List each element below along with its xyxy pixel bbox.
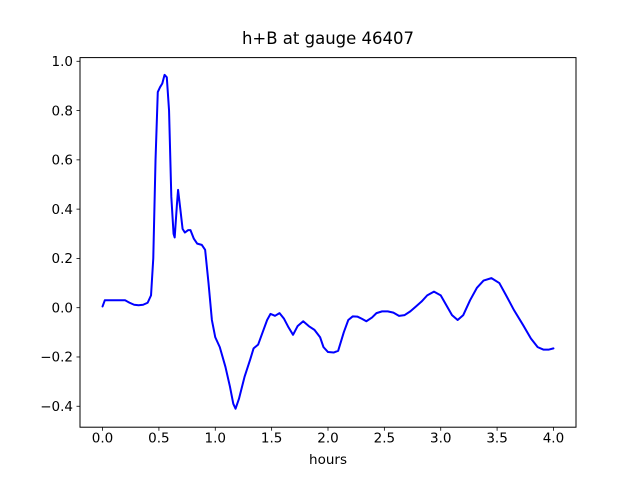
y-tick-label: 1.0 (52, 54, 73, 70)
x-axis-label: hours (309, 452, 347, 468)
x-tick-label: 3.5 (486, 431, 507, 447)
x-tick-label: 0.5 (148, 431, 169, 447)
x-tick-label: 4.0 (543, 431, 564, 447)
y-tick-label: 0.2 (52, 251, 73, 267)
chart-title: h+B at gauge 46407 (241, 29, 415, 48)
x-tick-label: 1.0 (205, 431, 226, 447)
x-tick-label: 3.0 (430, 431, 451, 447)
x-tick-label: 1.5 (261, 431, 282, 447)
x-tick-label: 0.0 (92, 431, 113, 447)
y-tick-label: 0.8 (52, 103, 73, 119)
y-tick-label: −0.2 (40, 350, 73, 366)
x-tick-label: 2.0 (317, 431, 338, 447)
y-tick-label: 0.0 (52, 300, 73, 316)
data-line (101, 73, 555, 410)
plot-frame (79, 57, 577, 428)
y-tick-label: 0.4 (52, 202, 73, 218)
y-tick-label: −0.4 (40, 399, 73, 415)
y-tick-label: 0.6 (52, 153, 73, 169)
x-tick-label: 2.5 (374, 431, 395, 447)
